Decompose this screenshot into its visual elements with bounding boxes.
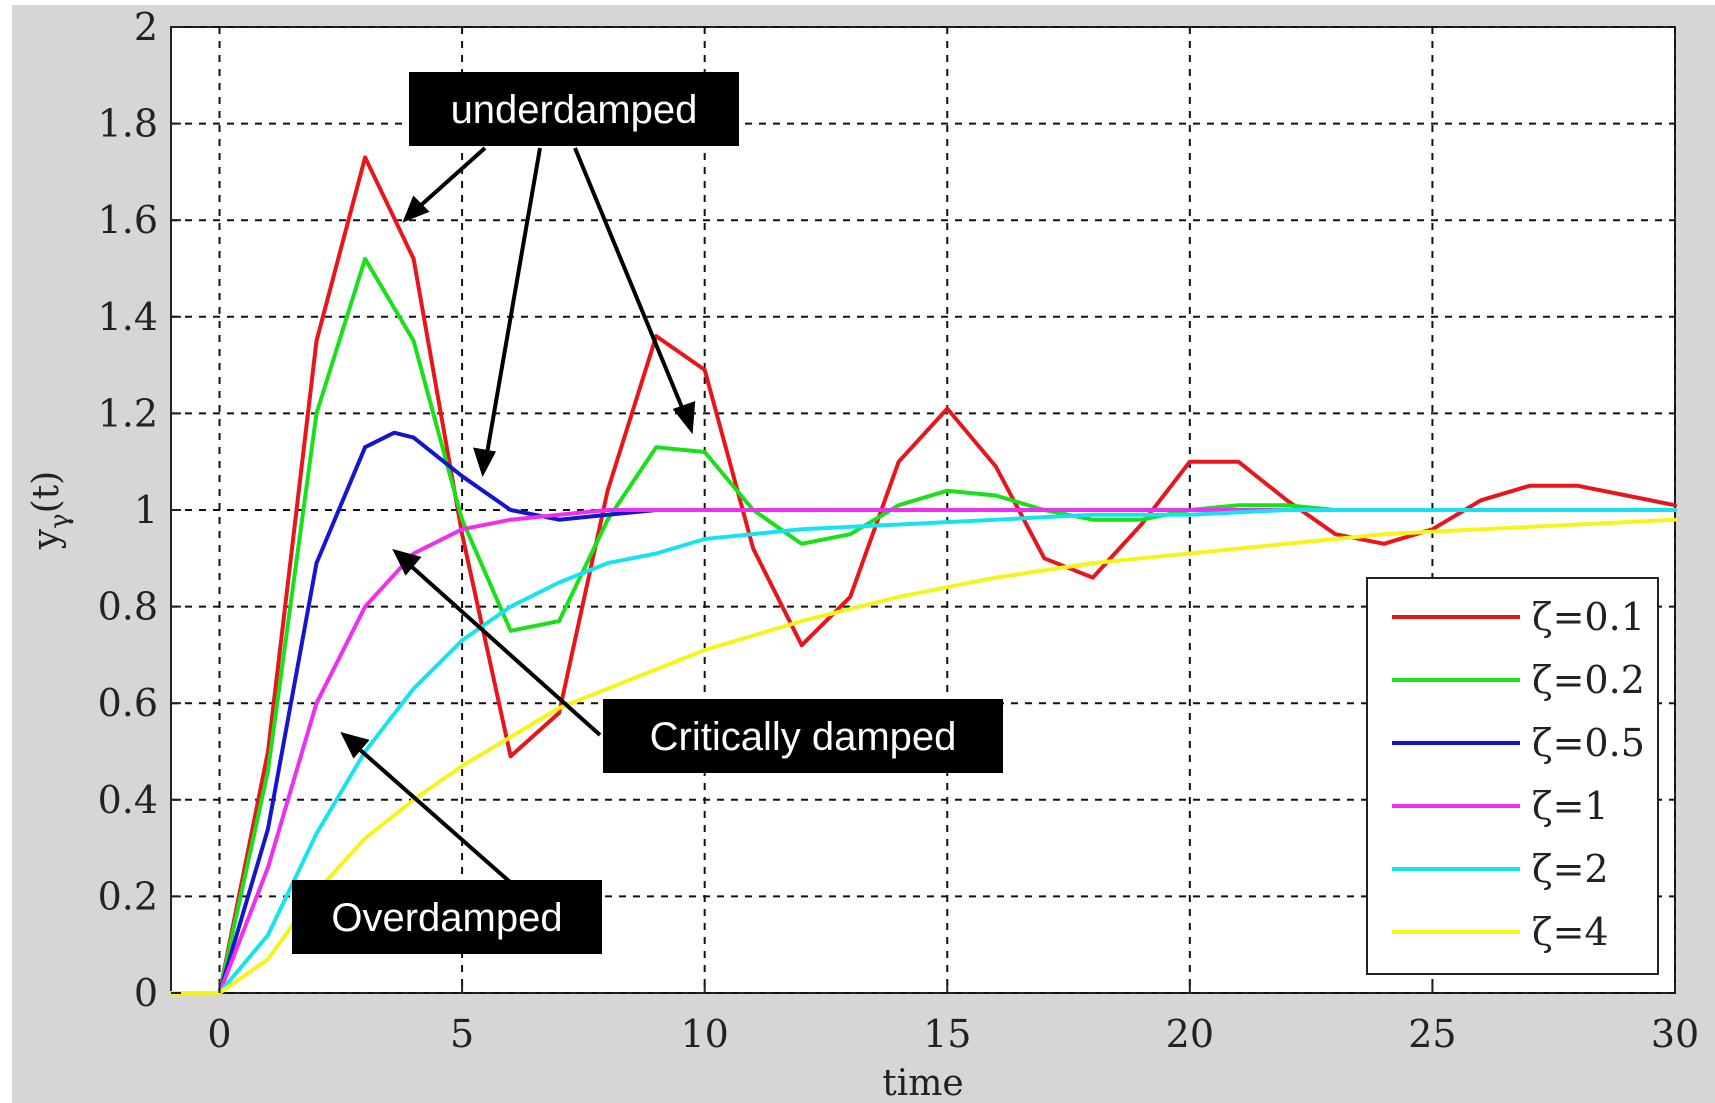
- y-tick-label-10: 2: [134, 5, 158, 49]
- annotation-critically-damped-text: Critically damped: [650, 715, 957, 759]
- y-tick-label-0: 0: [134, 971, 158, 1015]
- annotation-underdamped-box: [409, 72, 739, 146]
- legend-label-0.2: ζ=0.2: [1532, 658, 1645, 702]
- y-tick-label-4: 0.8: [98, 585, 158, 629]
- series-line-4: [169, 517, 1677, 995]
- annotation-overdamped-box: [292, 880, 602, 954]
- series-lines: [169, 155, 1677, 995]
- x-tick-label-5: 25: [1408, 1012, 1456, 1056]
- arrowhead-overdamped: [340, 731, 370, 759]
- y-tick-label-9: 1.8: [98, 102, 158, 146]
- legend: ζ=0.1 ζ=0.2 ζ=0.5 ζ=1 ζ=2 ζ=4: [1366, 577, 1659, 975]
- arrow-underdamped-1: [408, 146, 487, 217]
- arrow-underdamped-2: [483, 147, 542, 466]
- arrow-underdamped-3: [573, 147, 690, 423]
- x-tick-label-6: 30: [1651, 1012, 1699, 1056]
- x-tick-label-4: 20: [1166, 1012, 1214, 1056]
- y-tick-label-3: 0.6: [98, 681, 158, 725]
- y-axis-label: yγ(t): [26, 471, 75, 550]
- y-tick-label-2: 0.4: [98, 778, 158, 822]
- y-axis-label-suffix: (t): [26, 471, 67, 514]
- legend-label-1: ζ=1: [1532, 784, 1609, 828]
- annotation-overdamped: Overdamped: [292, 880, 602, 954]
- y-tick-label-7: 1.4: [98, 295, 158, 339]
- legend-box: [1366, 577, 1659, 975]
- y-tick-label-6: 1.2: [98, 391, 158, 435]
- annotation-overdamped-text: Overdamped: [331, 896, 562, 940]
- legend-label-4: ζ=4: [1532, 910, 1609, 954]
- y-tick-label-8: 1.6: [98, 198, 158, 242]
- x-tick-label-0: 0: [207, 1012, 231, 1056]
- arrow-overdamped: [348, 739, 512, 884]
- x-tick-label-2: 10: [680, 1012, 728, 1056]
- arrowhead-critically-damped: [392, 548, 422, 576]
- annotation-arrows: [340, 146, 696, 884]
- legend-label-2: ζ=2: [1532, 847, 1609, 891]
- x-axis-label: time: [882, 1063, 963, 1103]
- x-tick-label-3: 15: [923, 1012, 971, 1056]
- arrow-critically-damped: [400, 556, 602, 737]
- annotation-critically-damped: Critically damped: [603, 699, 1003, 773]
- ticks: 0 5 10 15 20 25 30 0 0.2 0.4 0.6 0.8 1 1.2 1.4 1.6 1.8 2: [98, 5, 1700, 1056]
- arrowhead-underdamped-1: [402, 195, 430, 223]
- y-tick-label-1: 0.2: [98, 874, 158, 918]
- annotation-critically-damped-box: [603, 699, 1003, 773]
- legend-label-0.5: ζ=0.5: [1532, 721, 1645, 765]
- annotation-underdamped: underdamped: [409, 72, 739, 146]
- y-axis-label-subscript: γ: [45, 513, 75, 529]
- legend-label-0.1: ζ=0.1: [1532, 595, 1645, 639]
- annotation-underdamped-text: underdamped: [451, 88, 698, 132]
- arrowhead-underdamped-3: [672, 401, 696, 435]
- y-axis-label-main: y: [26, 528, 67, 550]
- x-tick-label-1: 5: [450, 1012, 474, 1056]
- series-line-2: [169, 508, 1677, 995]
- svg-text:yγ(t): yγ(t): [26, 471, 75, 550]
- arrowhead-underdamped-2: [473, 447, 497, 478]
- y-tick-label-5: 1: [134, 488, 158, 532]
